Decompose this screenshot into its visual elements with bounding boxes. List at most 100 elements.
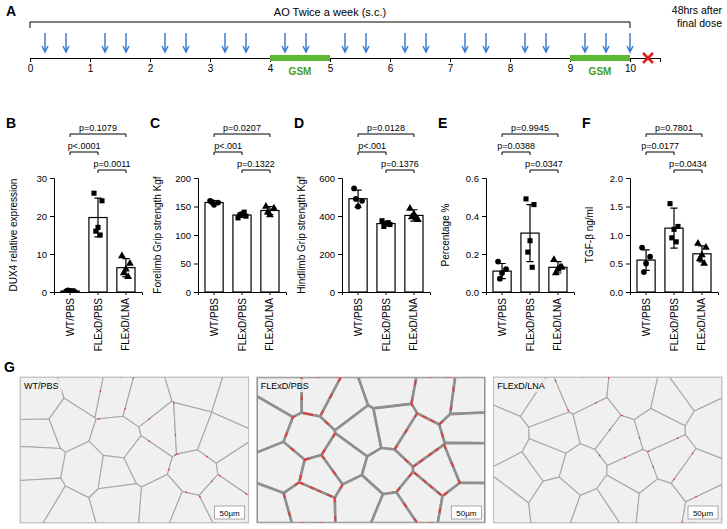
data-point bbox=[91, 191, 96, 196]
tick-label: 400 bbox=[319, 211, 335, 222]
bracket bbox=[358, 152, 386, 155]
stain bbox=[95, 377, 134, 419]
error-bar bbox=[554, 262, 561, 273]
bar bbox=[405, 215, 423, 292]
fiber bbox=[20, 446, 66, 480]
period-bar bbox=[570, 55, 630, 61]
scale-bar-label: 50µm bbox=[220, 509, 241, 518]
error-bar bbox=[382, 221, 389, 226]
tick-label: 0.5 bbox=[610, 258, 623, 269]
data-point bbox=[694, 239, 702, 246]
tick-line bbox=[194, 292, 198, 293]
tick-line bbox=[214, 292, 215, 295]
tick-line bbox=[194, 264, 198, 265]
tick-line bbox=[482, 254, 486, 255]
bar bbox=[349, 199, 367, 292]
tick-label: 3 bbox=[208, 63, 214, 74]
tissue bbox=[493, 377, 722, 523]
tick-label: 1 bbox=[88, 63, 94, 74]
bracket bbox=[70, 134, 126, 137]
axis-line bbox=[338, 179, 343, 293]
dose-arrow bbox=[363, 33, 369, 52]
bracket bbox=[530, 170, 558, 173]
p-value: p=0.0388 bbox=[497, 141, 535, 151]
tick-line bbox=[413, 292, 414, 295]
category-tick: FLExD/PBS bbox=[525, 292, 536, 351]
tick-line bbox=[482, 178, 486, 179]
bar bbox=[261, 210, 279, 292]
stain bbox=[554, 377, 609, 414]
bracket bbox=[214, 134, 270, 137]
sacrifice-mark bbox=[643, 53, 653, 63]
bracket bbox=[502, 152, 530, 155]
fiber bbox=[493, 476, 531, 523]
chart-panel: F0.00.51.01.52.0TGF-β ng/mlWT/PBSFLExD/P… bbox=[582, 115, 719, 351]
marks bbox=[61, 191, 135, 292]
stain bbox=[284, 482, 336, 523]
bar bbox=[377, 224, 395, 292]
dose-arrow bbox=[462, 33, 468, 52]
stain bbox=[395, 413, 445, 466]
tick-line bbox=[530, 292, 531, 295]
chart-panel: D0200400600Hindlimb Grip strength KgfWT/… bbox=[294, 115, 431, 351]
tick-line bbox=[70, 292, 71, 295]
category-tick: FLExD/PBS bbox=[93, 292, 104, 351]
data-point bbox=[99, 198, 104, 203]
y-axis: 0200400600 bbox=[319, 173, 342, 298]
fiber bbox=[450, 377, 485, 414]
data-point bbox=[262, 202, 270, 209]
tick-line bbox=[386, 292, 387, 295]
category-tick: FLExD/LNA bbox=[408, 292, 419, 351]
tick-line bbox=[450, 58, 451, 62]
data-point bbox=[647, 254, 653, 260]
error-bar bbox=[66, 290, 73, 292]
tick-label: WT/PBS bbox=[65, 298, 76, 337]
p-value: p=0.7801 bbox=[655, 123, 693, 133]
tissue bbox=[20, 377, 249, 523]
stain bbox=[595, 415, 643, 465]
marks bbox=[637, 201, 711, 292]
panel-letter: C bbox=[150, 115, 160, 131]
tick-line bbox=[90, 58, 91, 62]
axis-line bbox=[482, 179, 487, 293]
category-tick: WT/PBS bbox=[65, 292, 76, 336]
stain bbox=[413, 445, 460, 497]
data-point bbox=[126, 259, 134, 266]
tick: 3 bbox=[208, 58, 214, 74]
y-axis-title: TGF-β ng/ml bbox=[584, 207, 595, 263]
category-tick: WT/PBS bbox=[497, 292, 508, 336]
tick-line bbox=[626, 235, 630, 236]
tick-line bbox=[502, 292, 503, 295]
tick: 20 bbox=[36, 211, 54, 222]
chart-panel: E0.00.20.40.6Percentage %WT/PBSFLExD/PBS… bbox=[438, 115, 575, 351]
tick-line bbox=[194, 178, 198, 179]
category-tick: FLExD/PBS bbox=[669, 292, 680, 351]
p-value: p<.0001 bbox=[68, 141, 101, 151]
tick: 0 bbox=[186, 287, 198, 298]
stain bbox=[682, 484, 722, 523]
tick-line bbox=[338, 216, 342, 217]
tick: 100 bbox=[175, 230, 198, 241]
x-axis: WT/PBSFLExD/PBSFLExD/LNA bbox=[343, 292, 431, 351]
scale-bar-label: 50µm bbox=[456, 509, 477, 518]
tick-line bbox=[125, 292, 126, 295]
tick-line bbox=[194, 207, 198, 208]
fiber bbox=[636, 479, 685, 523]
dose-arrow bbox=[183, 33, 189, 52]
dose-arrow bbox=[342, 33, 348, 52]
error-bar bbox=[498, 264, 505, 279]
tick-line bbox=[50, 216, 54, 217]
tick-label: 1.0 bbox=[610, 230, 623, 241]
error-bar bbox=[122, 259, 129, 277]
p-value: p=0.0434 bbox=[669, 159, 707, 169]
tick-line bbox=[330, 58, 331, 62]
data-point bbox=[667, 201, 672, 206]
tick: 1.5 bbox=[610, 201, 630, 212]
tick-line bbox=[210, 58, 211, 62]
histology-image: WT/PBS50µm bbox=[20, 377, 249, 523]
category-tick: FLExD/LNA bbox=[120, 292, 131, 351]
tick: 50 bbox=[180, 258, 198, 269]
tick-label: FLExD/PBS bbox=[93, 298, 104, 352]
bracket bbox=[386, 170, 414, 173]
dose-arrow bbox=[222, 33, 228, 52]
